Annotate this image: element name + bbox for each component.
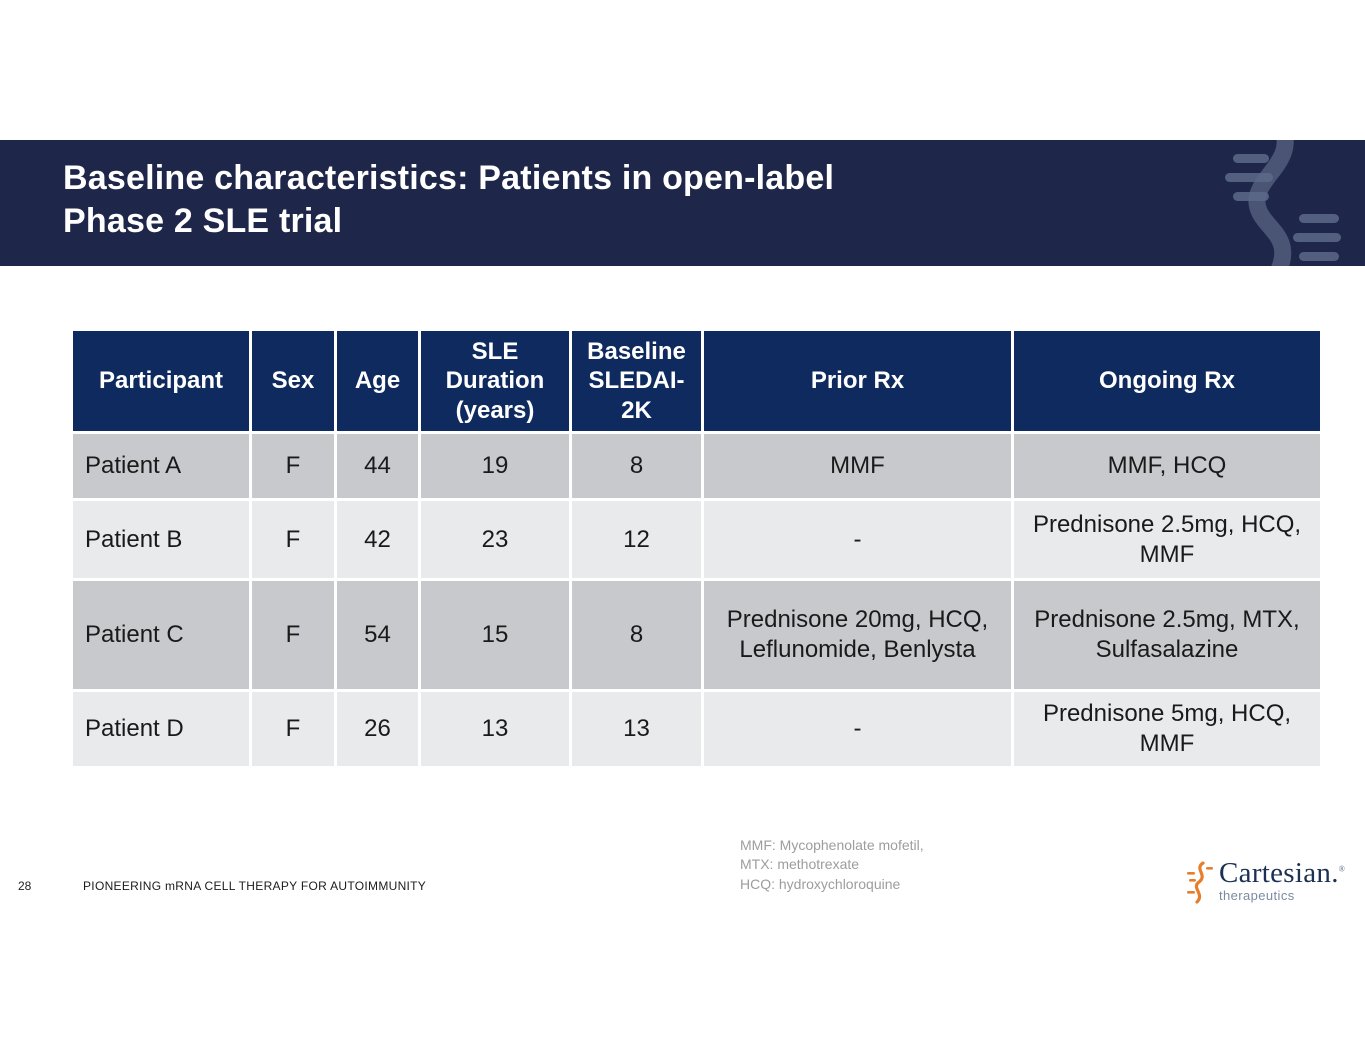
title-line-2: Phase 2 SLE trial <box>63 202 343 240</box>
cell-participant: Patient B <box>70 498 252 581</box>
footnote-line: MTX: methotrexate <box>740 856 860 873</box>
cell-sle-duration: 13 <box>418 689 572 769</box>
column-header-sle-duration: SLE Duration (years) <box>418 328 572 434</box>
cell-age: 42 <box>334 498 421 581</box>
table-row: Patient A F 44 19 8 MMF MMF, HCQ <box>70 431 1323 501</box>
cell-baseline-sledai: 8 <box>569 431 704 501</box>
cell-sex: F <box>249 498 337 581</box>
table-row: Patient D F 26 13 13 - Prednisone 5mg, H… <box>70 689 1323 769</box>
logo-subtitle: therapeutics <box>1219 888 1295 904</box>
cell-baseline-sledai: 13 <box>569 689 704 769</box>
column-header-age: Age <box>334 328 421 434</box>
cell-ongoing-rx: Prednisone 5mg, HCQ, MMF <box>1011 689 1323 769</box>
cell-age: 44 <box>334 431 421 501</box>
cell-age: 26 <box>334 689 421 769</box>
table-header-row: Participant Sex Age SLE Duration (years)… <box>70 328 1323 434</box>
cell-baseline-sledai: 8 <box>569 578 704 692</box>
baseline-characteristics-table: Participant Sex Age SLE Duration (years)… <box>70 328 1323 769</box>
cell-participant: Patient A <box>70 431 252 501</box>
logo-wordmark: Cartesian.® <box>1219 858 1345 888</box>
rna-strand-icon <box>1225 140 1341 266</box>
title-band: Baseline characteristics: Patients in op… <box>0 140 1365 266</box>
cell-sex: F <box>249 578 337 692</box>
column-header-ongoing-rx: Ongoing Rx <box>1011 328 1323 434</box>
cell-prior-rx: - <box>701 689 1014 769</box>
footnote-line: MMF: Mycophenolate mofetil, <box>740 837 924 853</box>
cell-ongoing-rx: MMF, HCQ <box>1011 431 1323 501</box>
cell-prior-rx: Prednisone 20mg, HCQ, Leflunomide, Benly… <box>701 578 1014 692</box>
table-row: Patient C F 54 15 8 Prednisone 20mg, HCQ… <box>70 578 1323 692</box>
cell-prior-rx: - <box>701 498 1014 581</box>
cell-prior-rx: MMF <box>701 431 1014 501</box>
cell-sex: F <box>249 431 337 501</box>
logo-wordmark-label: Cartesian. <box>1219 857 1339 889</box>
cell-ongoing-rx: Prednisone 2.5mg, MTX, Sulfasalazine <box>1011 578 1323 692</box>
registered-mark: ® <box>1338 864 1346 874</box>
cell-baseline-sledai: 12 <box>569 498 704 581</box>
cell-sle-duration: 19 <box>418 431 572 501</box>
column-header-participant: Participant <box>70 328 252 434</box>
column-header-baseline-sledai: Baseline SLEDAI-2K <box>569 328 704 434</box>
abbreviation-footnote: MMF: Mycophenolate mofetil, MTX: methotr… <box>740 836 924 894</box>
column-header-prior-rx: Prior Rx <box>701 328 1014 434</box>
cell-ongoing-rx: Prednisone 2.5mg, HCQ, MMF <box>1011 498 1323 581</box>
cell-age: 54 <box>334 578 421 692</box>
cell-sle-duration: 23 <box>418 498 572 581</box>
title-line-1: Baseline characteristics: Patients in op… <box>63 159 835 197</box>
rna-helix-icon <box>1187 861 1213 904</box>
footer-tagline: PIONEERING mRNA CELL THERAPY FOR AUTOIMM… <box>83 879 427 893</box>
page-number: 28 <box>18 879 32 893</box>
cell-sex: F <box>249 689 337 769</box>
cell-sle-duration: 15 <box>418 578 572 692</box>
page-title: Baseline characteristics: Patients in op… <box>63 157 834 243</box>
table-row: Patient B F 42 23 12 - Prednisone 2.5mg,… <box>70 498 1323 581</box>
logo-text: Cartesian.® therapeutics <box>1219 858 1345 904</box>
column-header-sex: Sex <box>249 328 337 434</box>
cell-participant: Patient C <box>70 578 252 692</box>
cell-participant: Patient D <box>70 689 252 769</box>
footnote-line: HCQ: hydroxychloroquine <box>740 875 901 892</box>
cartesian-logo: Cartesian.® therapeutics <box>1186 858 1345 906</box>
